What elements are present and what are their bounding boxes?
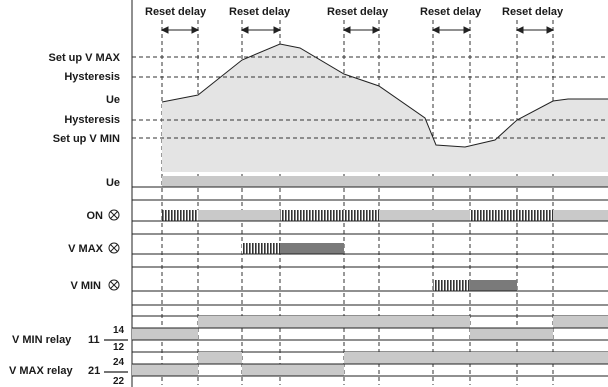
vmin-relay-label: V MIN relay bbox=[12, 334, 72, 346]
vmin-relay-12-bar-1 bbox=[132, 328, 198, 340]
vmin-bar bbox=[470, 280, 517, 291]
vmax-relay-22-bar-1 bbox=[132, 364, 198, 376]
on-hatch-2 bbox=[280, 210, 379, 221]
contact-12-label: 12 bbox=[113, 342, 125, 353]
vmax-row-label: V MAX bbox=[68, 243, 104, 255]
vmin-relay-14-bar-1 bbox=[198, 316, 470, 328]
hysteresis-bottom-label: Hysteresis bbox=[64, 114, 120, 126]
vmin-relay-12-bar-2 bbox=[470, 328, 553, 340]
led-on-icon bbox=[108, 209, 120, 221]
hysteresis-top-label: Hysteresis bbox=[64, 71, 120, 83]
ue-row-label: Ue bbox=[106, 177, 120, 189]
vmax-relay-22-bar-2 bbox=[242, 364, 344, 376]
reset-delay-label-4: Reset delay bbox=[420, 6, 482, 18]
on-bar-2 bbox=[379, 210, 470, 221]
vmin-hatch bbox=[433, 280, 470, 291]
reset-delay-label-3: Reset delay bbox=[327, 6, 389, 18]
contact-24-label: 24 bbox=[113, 357, 125, 368]
vmin-row-label: V MIN bbox=[70, 280, 101, 292]
reset-delay-label-5: Reset delay bbox=[502, 6, 564, 18]
vmax-relay-num: 21 bbox=[88, 365, 100, 377]
level-lines bbox=[132, 56, 608, 139]
on-hatch-1 bbox=[162, 210, 198, 221]
on-hatch-3 bbox=[470, 210, 553, 221]
on-row-label: ON bbox=[87, 210, 104, 222]
vmax-hatch bbox=[242, 243, 280, 254]
vmax-relay-24-bar-2 bbox=[344, 352, 608, 364]
vmax-level-label: Set up V MAX bbox=[48, 52, 120, 64]
reset-delay-label-1: Reset delay bbox=[145, 6, 207, 18]
contact-22-label: 22 bbox=[113, 376, 125, 387]
contact-14-label: 14 bbox=[113, 325, 125, 336]
vmax-relay-label: V MAX relay bbox=[9, 365, 73, 377]
on-bar-1 bbox=[198, 210, 280, 221]
voltage-area bbox=[162, 44, 608, 172]
voltage-curve bbox=[161, 43, 608, 148]
on-bar-3 bbox=[553, 210, 608, 221]
vmin-relay-14-bar-2 bbox=[553, 316, 608, 328]
vmin-level-label: Set up V MIN bbox=[53, 133, 120, 145]
vmax-relay-24-bar-1 bbox=[198, 352, 242, 364]
vmax-bar bbox=[280, 243, 344, 254]
led-vmin-icon bbox=[108, 279, 120, 291]
reset-delay-arrows bbox=[160, 26, 555, 34]
vmin-relay-num: 11 bbox=[88, 334, 100, 346]
ue-level-label: Ue bbox=[106, 94, 120, 106]
reset-delay-label-2: Reset delay bbox=[229, 6, 291, 18]
ue-bar bbox=[162, 176, 608, 187]
led-vmax-icon bbox=[108, 242, 120, 254]
